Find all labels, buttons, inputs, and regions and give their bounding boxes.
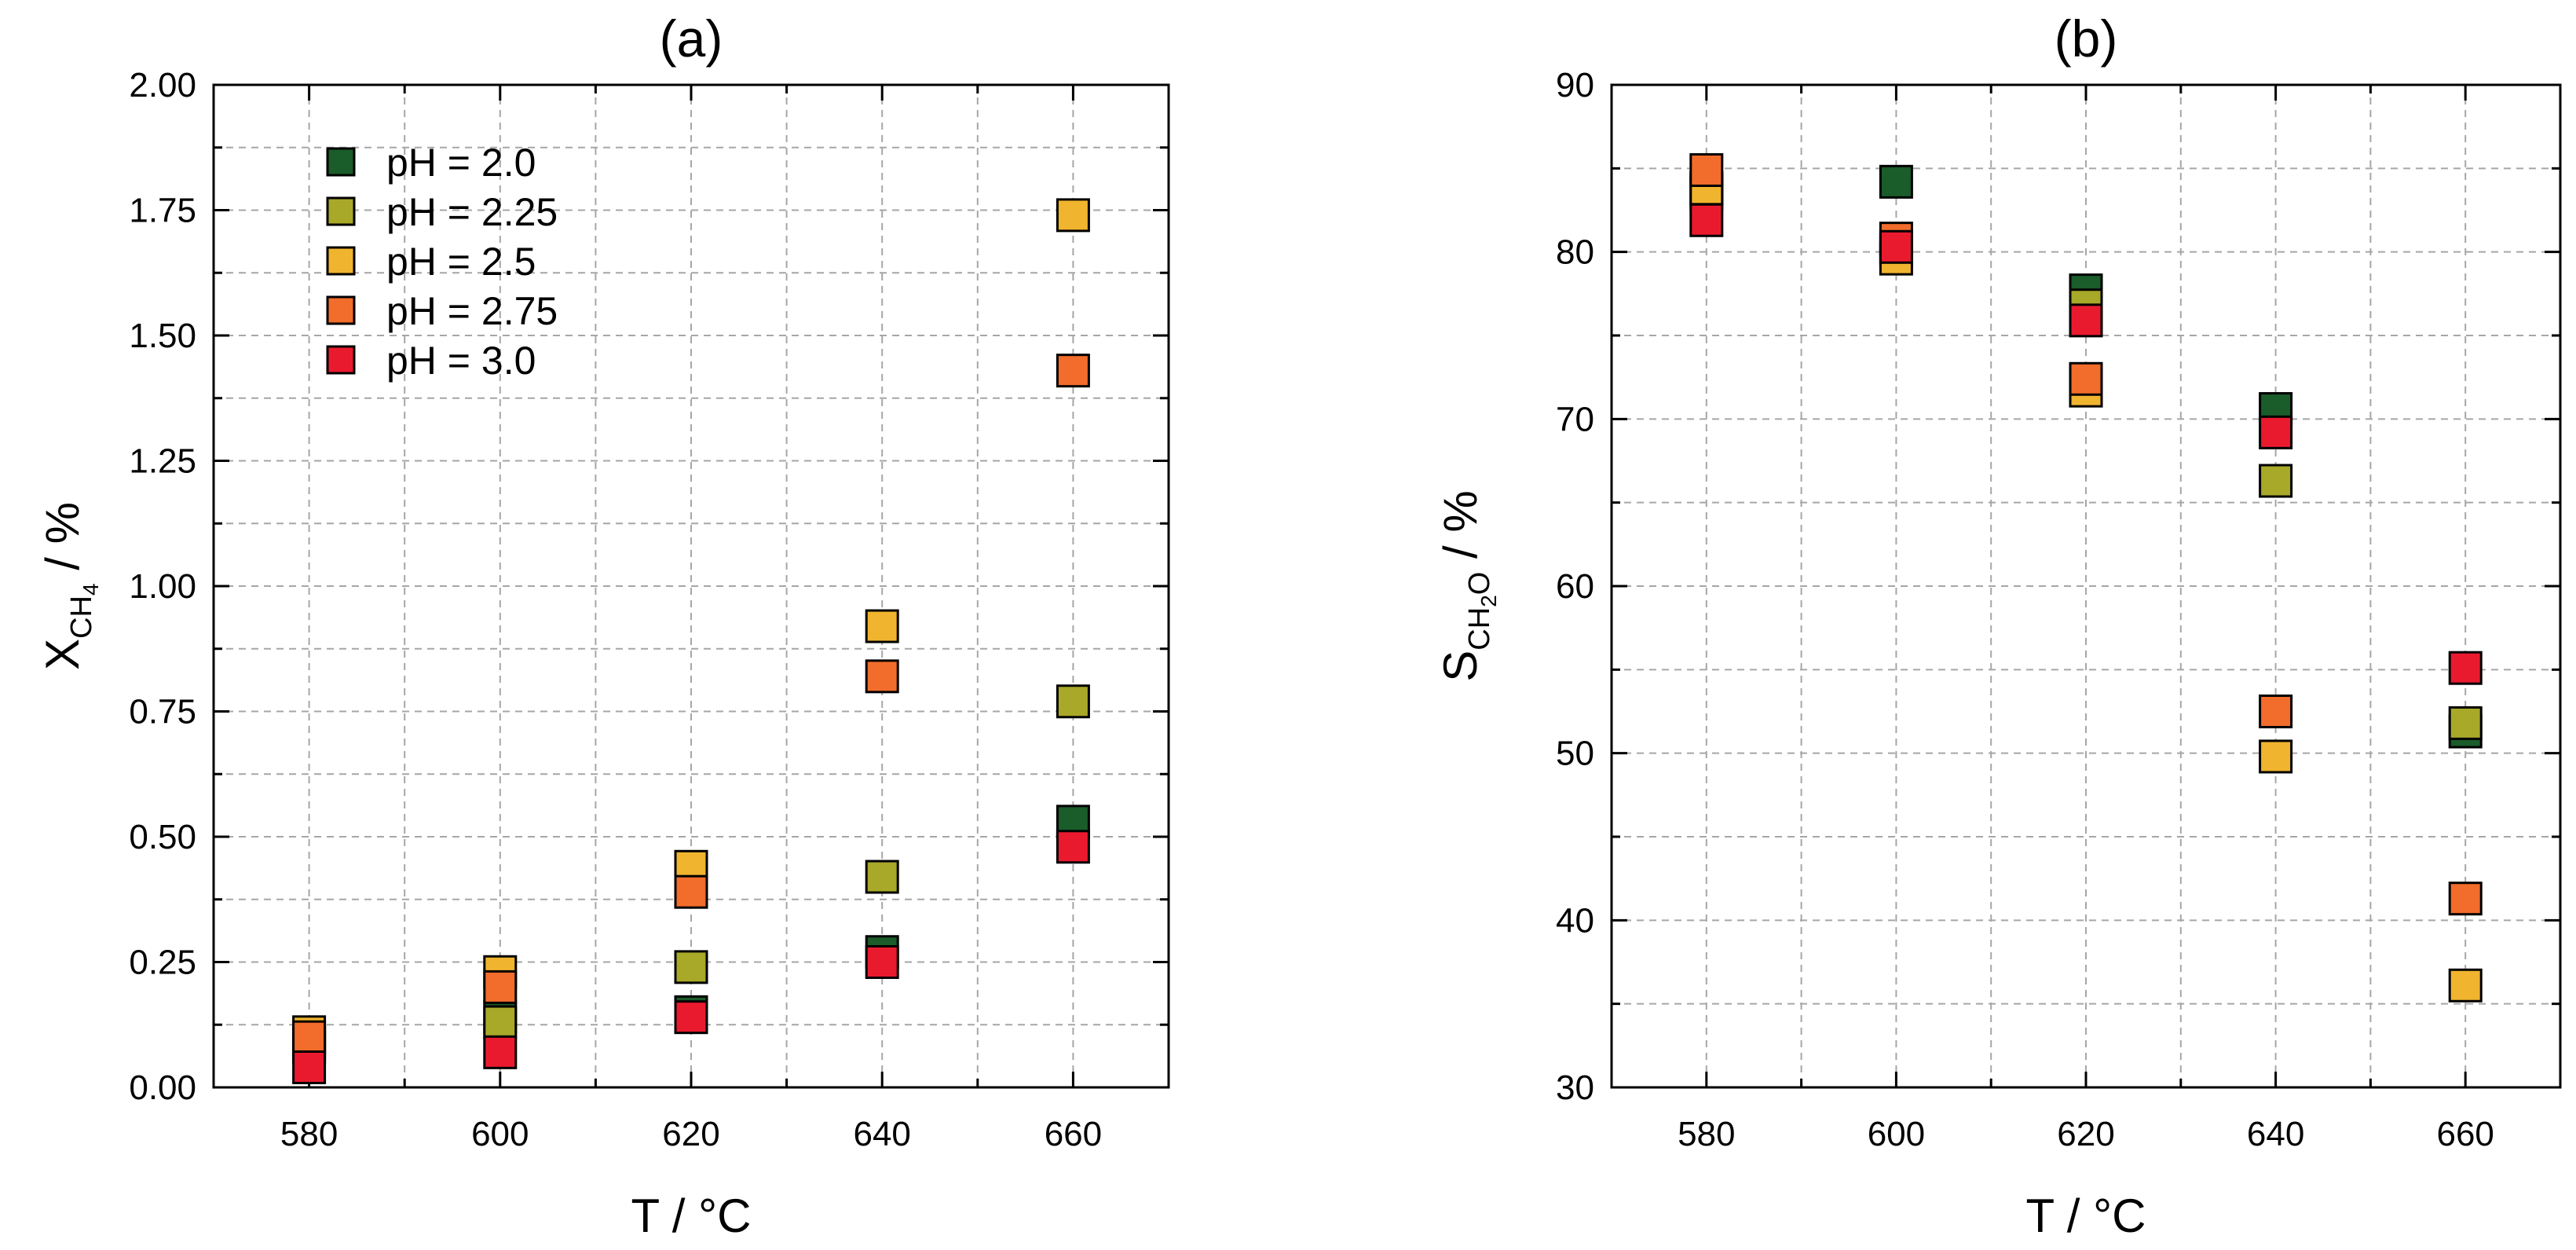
data-point <box>2448 651 2483 685</box>
chart-title: (b) <box>2055 9 2118 68</box>
data-point <box>292 1020 327 1054</box>
data-point <box>483 1035 518 1069</box>
x-tick-label: 620 <box>662 1115 719 1153</box>
x-tick-label: 660 <box>2436 1115 2494 1153</box>
y-axis-title-main: S <box>1434 651 1487 682</box>
y-tick-label: 50 <box>1556 735 1594 773</box>
data-point <box>2069 303 2103 338</box>
y-tick-label: 0.00 <box>129 1069 196 1107</box>
y-axis-title-main: X <box>36 639 89 670</box>
legend-label: pH = 2.5 <box>386 240 536 284</box>
y-tick-label: 30 <box>1556 1069 1594 1107</box>
data-point <box>2069 361 2103 396</box>
series-ph-3-0 <box>292 830 1090 1084</box>
x-tick-label: 580 <box>280 1115 338 1153</box>
data-point <box>1056 198 1090 233</box>
legend-label: pH = 2.75 <box>386 289 558 333</box>
data-point <box>674 950 708 984</box>
data-point <box>292 1050 327 1084</box>
x-tick-label: 660 <box>1045 1115 1102 1153</box>
y-axis-title-sub: CH <box>1463 607 1496 651</box>
data-point <box>674 1000 708 1035</box>
data-point <box>2259 464 2293 498</box>
data-point <box>1056 354 1090 388</box>
x-tick-label: 600 <box>1868 1115 1925 1153</box>
legend-marker <box>326 345 356 375</box>
grid <box>1612 85 2560 1087</box>
series-ph-2-75 <box>1689 152 2483 916</box>
data-point <box>1689 203 1724 237</box>
legend-marker <box>326 196 356 226</box>
y-tick-label: 60 <box>1556 567 1594 606</box>
data-point <box>2448 968 2483 1003</box>
y-tick-label: 70 <box>1556 400 1594 438</box>
data-point <box>483 970 518 1004</box>
data-point <box>2259 415 2293 449</box>
x-tick-label: 580 <box>1678 1115 1735 1153</box>
legend-marker <box>326 295 356 325</box>
x-axis-title: T / °C <box>2026 1190 2146 1242</box>
data-point <box>865 945 899 979</box>
x-tick-label: 620 <box>2057 1115 2114 1153</box>
data-point <box>1879 164 1913 199</box>
legend-label: pH = 2.0 <box>386 141 536 185</box>
legend-label: pH = 2.25 <box>386 190 558 234</box>
data-point <box>865 609 899 643</box>
y-axis-title-subtail: O <box>1463 572 1496 596</box>
x-tick-label: 600 <box>471 1115 529 1153</box>
legend: pH = 2.0 pH = 2.25 pH = 2.5 pH = 2.75 pH = 3… <box>326 141 558 383</box>
data-point <box>1689 152 1724 187</box>
data-point <box>2259 695 2293 728</box>
data-point <box>1056 684 1090 719</box>
y-tick-label: 40 <box>1556 901 1594 940</box>
y-axis-title: XCH4 / % <box>36 502 103 670</box>
data-point <box>865 659 899 694</box>
data-point <box>674 874 708 909</box>
legend-marker <box>326 147 356 177</box>
data-point <box>483 1005 518 1039</box>
x-axis-title: T / °C <box>631 1190 752 1242</box>
y-tick-label: 90 <box>1556 66 1594 104</box>
grid <box>214 85 1169 1087</box>
data-point <box>1056 830 1090 864</box>
data-point <box>2448 706 2483 740</box>
y-axis-title-sub: CH <box>65 596 98 639</box>
series-ph-3-0 <box>1689 203 2483 685</box>
x-tick-label: 640 <box>853 1115 910 1153</box>
data-point <box>2448 882 2483 916</box>
y-axis-title-subsub: 4 <box>79 583 103 596</box>
y-tick-label: 0.50 <box>129 818 196 856</box>
y-tick-label: 0.25 <box>129 944 196 982</box>
data-point <box>865 860 899 894</box>
panel-b: 580 600 620 640 660 30 40 50 60 70 80 90 (b) T / °C SC… <box>1434 9 2562 1242</box>
data-point <box>2259 739 2293 774</box>
panel-a: 580 600 620 640 660 0.00 0.25 0.50 0.75 1.00 1.25 1… <box>36 9 1170 1242</box>
y-axis-title-subsub: 2 <box>1476 595 1501 607</box>
y-tick-label: 1.50 <box>129 317 196 355</box>
y-axis-title-suffix: / % <box>1434 490 1487 571</box>
x-tick-label: 640 <box>2247 1115 2304 1153</box>
y-axis-title: SCH2O / % <box>1434 490 1501 681</box>
legend-label: pH = 3.0 <box>386 339 536 383</box>
y-tick-label: 2.00 <box>129 66 196 104</box>
y-tick-label: 80 <box>1556 233 1594 272</box>
data-point <box>1879 229 1913 264</box>
y-tick-label: 1.25 <box>129 442 196 481</box>
y-tick-label: 0.75 <box>129 693 196 731</box>
y-tick-label: 1.00 <box>129 567 196 606</box>
legend-marker <box>326 246 356 276</box>
y-tick-label: 1.75 <box>129 192 196 230</box>
y-axis-title-suffix: / % <box>36 502 89 583</box>
chart-title: (a) <box>660 9 723 68</box>
